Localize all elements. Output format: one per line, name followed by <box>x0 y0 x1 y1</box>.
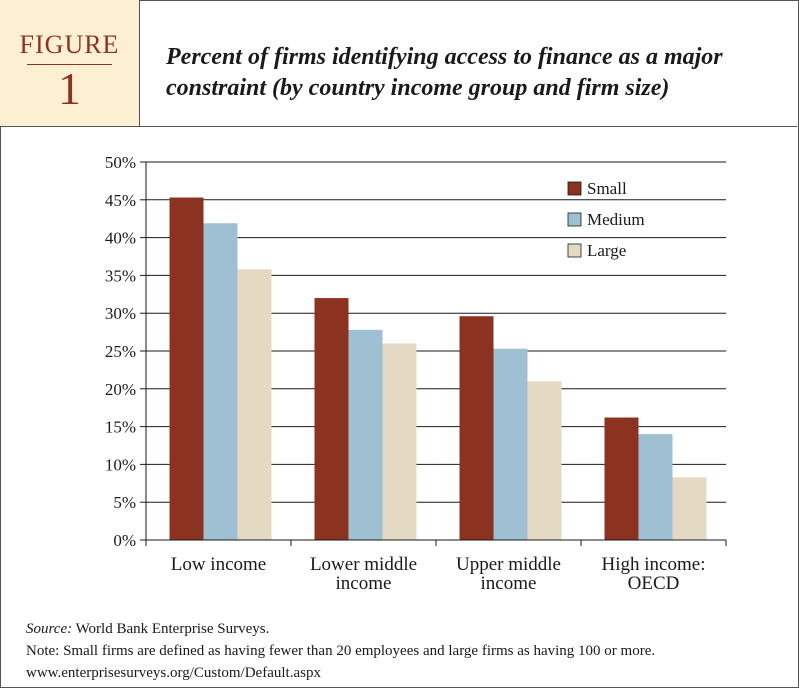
y-tick-label: 50% <box>105 153 136 172</box>
figure-word: FIGURE <box>0 30 139 60</box>
legend-swatch-small <box>568 182 581 195</box>
category-label: High income: OECD <box>602 554 706 594</box>
figure-header: FIGURE 1 Percent of firms identifying ac… <box>0 0 797 127</box>
legend-swatch-large <box>568 244 581 257</box>
y-tick-label: 20% <box>105 380 136 399</box>
bar-chart: 0% 5% 10% 15% 20% 25% 30% 35% 40% 45% 50% Low incom… <box>0 140 799 610</box>
bar-small <box>460 316 494 540</box>
legend-label-small: Small <box>587 179 627 198</box>
figure-label-box: FIGURE 1 <box>0 0 140 126</box>
source-text: World Bank Enterprise Surveys. <box>72 621 269 637</box>
y-tick-label: 35% <box>105 266 136 285</box>
y-tick-label: 10% <box>105 455 136 474</box>
figure-notes: Source: World Bank Enterprise Surveys. N… <box>26 618 796 684</box>
figure-title: Percent of firms identifying access to f… <box>166 42 786 104</box>
y-tick-label: 45% <box>105 191 136 210</box>
bar-large <box>383 343 417 540</box>
bar-medium <box>639 434 673 540</box>
bar-large <box>673 477 707 540</box>
legend-label-large: Large <box>587 241 626 260</box>
category-label: Low income <box>171 554 267 575</box>
source-label: Source: <box>26 621 72 637</box>
category-label: Upper middle income <box>456 554 561 594</box>
note-line: Note: Small firms are defined as having … <box>26 640 796 662</box>
bar-medium <box>494 349 528 540</box>
y-tick-label: 5% <box>113 493 136 512</box>
y-tick-label: 40% <box>105 229 136 248</box>
figure-number: 1 <box>0 64 139 114</box>
url-line: www.enterprisesurveys.org/Custom/Default… <box>26 662 796 684</box>
legend-swatch-medium <box>568 213 581 226</box>
y-tick-label: 30% <box>105 304 136 323</box>
legend-label-medium: Medium <box>587 210 645 229</box>
bar-large <box>238 269 272 540</box>
source-line: Source: World Bank Enterprise Surveys. <box>26 618 796 640</box>
bar-small <box>170 198 204 540</box>
y-tick-label: 0% <box>113 531 136 550</box>
y-tick-label: 15% <box>105 418 136 437</box>
bar-small <box>605 418 639 540</box>
category-label: Lower middle income <box>310 554 417 594</box>
bar-small <box>315 298 349 540</box>
bar-large <box>528 381 562 540</box>
bar-medium <box>349 330 383 540</box>
bar-medium <box>204 223 238 540</box>
y-tick-label: 25% <box>105 342 136 361</box>
